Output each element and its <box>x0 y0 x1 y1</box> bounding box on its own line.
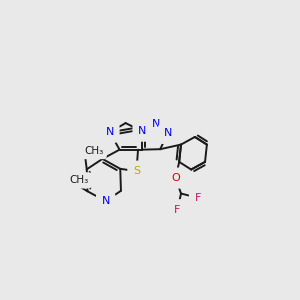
Text: O: O <box>171 173 180 183</box>
Text: N: N <box>152 119 160 129</box>
Text: S: S <box>133 166 140 176</box>
Text: N: N <box>138 126 146 136</box>
Text: CH₃: CH₃ <box>85 146 104 156</box>
Text: F: F <box>194 193 201 203</box>
Text: F: F <box>174 205 181 215</box>
Text: CH₃: CH₃ <box>69 176 89 185</box>
Text: N: N <box>106 127 114 137</box>
Text: N: N <box>164 128 172 139</box>
Text: N: N <box>101 196 110 206</box>
